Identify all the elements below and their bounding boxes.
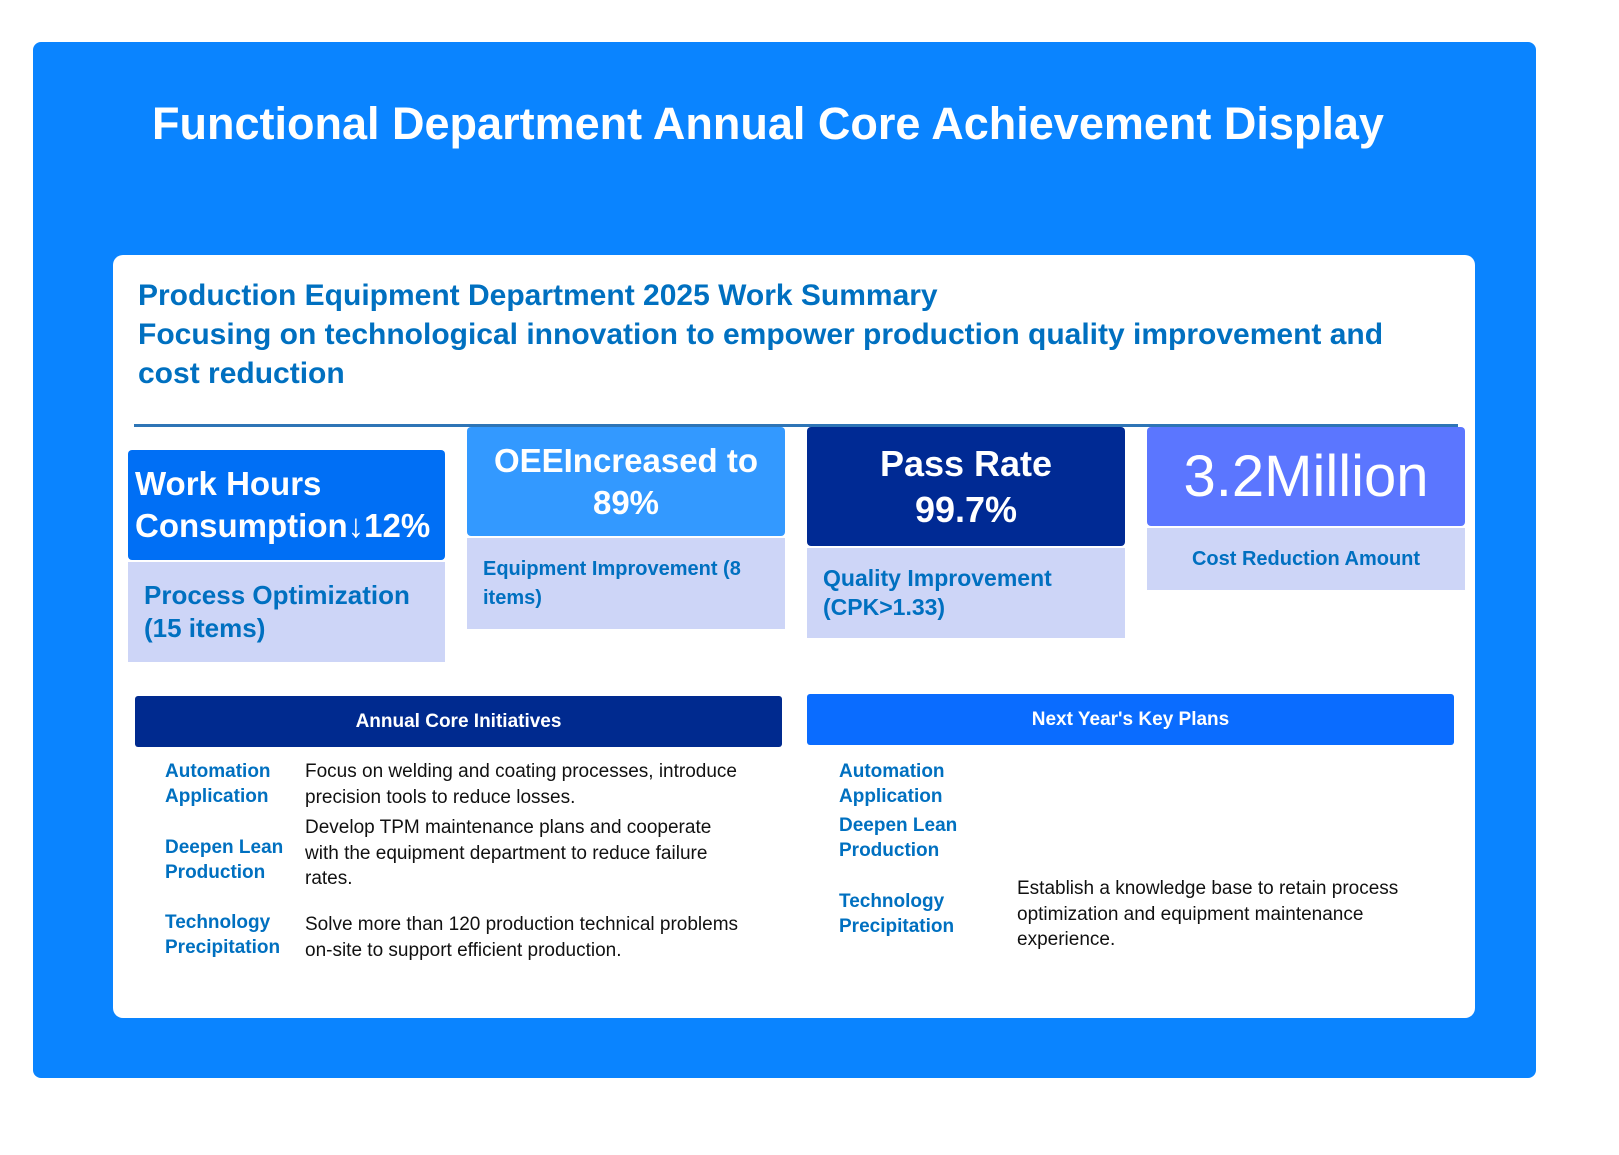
metric-value-pass-rate: Pass Rate 99.7% — [807, 427, 1125, 546]
initiative-desc: Develop TPM maintenance plans and cooper… — [305, 817, 712, 889]
summary-subheading: Focusing on technological innovation to … — [138, 318, 1384, 390]
metric-value-cost: 3.2Million — [1147, 427, 1465, 526]
plans-header: Next Year's Key Plans — [807, 694, 1454, 745]
page-title: Functional Department Annual Core Achiev… — [152, 98, 1384, 149]
plan-label: Automation Application — [839, 761, 945, 807]
initiative-label: Automation Application — [165, 761, 271, 807]
initiative-desc: Focus on welding and coating processes, … — [305, 761, 737, 808]
initiatives-header: Annual Core Initiatives — [135, 696, 782, 747]
plan-label: Technology Precipitation — [839, 891, 955, 937]
metric-value-oee: OEEIncreased to 89% — [467, 427, 785, 536]
metric-label-process: Process Optimization (15 items) — [128, 562, 445, 662]
initiative-label: Deepen Lean Production — [165, 837, 284, 883]
initiative-label: Technology Precipitation — [165, 912, 281, 958]
metric-label-quality: Quality Improvement (CPK>1.33) — [807, 548, 1125, 638]
divider — [134, 424, 1458, 427]
metric-value-work-hours: Work Hours Consumption↓12% — [128, 450, 445, 560]
initiative-desc: Solve more than 120 production technical… — [305, 914, 739, 961]
summary-heading: Production Equipment Department 2025 Wor… — [138, 279, 938, 312]
plan-desc: Establish a knowledge base to retain pro… — [1017, 878, 1399, 950]
metric-label-equipment: Equipment Improvement (8 items) — [467, 538, 785, 629]
metric-label-cost: Cost Reduction Amount — [1147, 528, 1465, 590]
plan-label: Deepen Lean Production — [839, 815, 958, 861]
